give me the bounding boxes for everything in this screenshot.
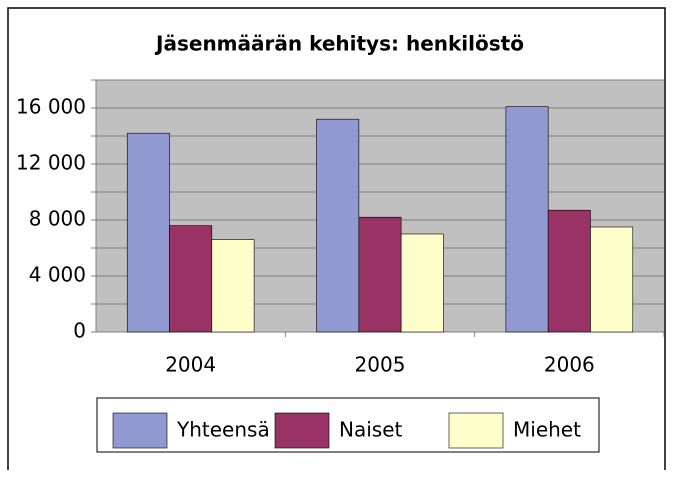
x-tick-label: 2004: [165, 353, 216, 377]
legend-label: Miehet: [513, 418, 581, 442]
bar: [126, 132, 170, 333]
bar: [505, 106, 549, 333]
chart-title: Jäsenmäärän kehitys: henkilöstö: [154, 32, 524, 56]
y-tick-label: 0: [73, 319, 86, 343]
bar: [358, 216, 402, 333]
x-tick-label: 2006: [544, 353, 595, 377]
bar: [316, 118, 360, 333]
y-tick-label: 4 000: [29, 263, 86, 287]
y-tick-label: 12 000: [16, 151, 86, 175]
chart-frame: [7, 7, 666, 470]
bar: [169, 225, 213, 333]
legend-swatch: [274, 412, 330, 449]
legend-box: [96, 397, 600, 453]
legend-swatch: [112, 412, 168, 449]
bar: [400, 233, 444, 333]
legend-label: Naiset: [339, 418, 402, 442]
legend-label: Yhteensä: [176, 418, 270, 442]
bar: [590, 226, 634, 333]
x-tick-label: 2005: [355, 353, 406, 377]
legend-swatch: [448, 412, 504, 449]
y-tick-label: 16 000: [16, 95, 86, 119]
bar: [211, 239, 255, 333]
y-tick-label: 8 000: [29, 207, 86, 231]
bar: [547, 209, 591, 333]
